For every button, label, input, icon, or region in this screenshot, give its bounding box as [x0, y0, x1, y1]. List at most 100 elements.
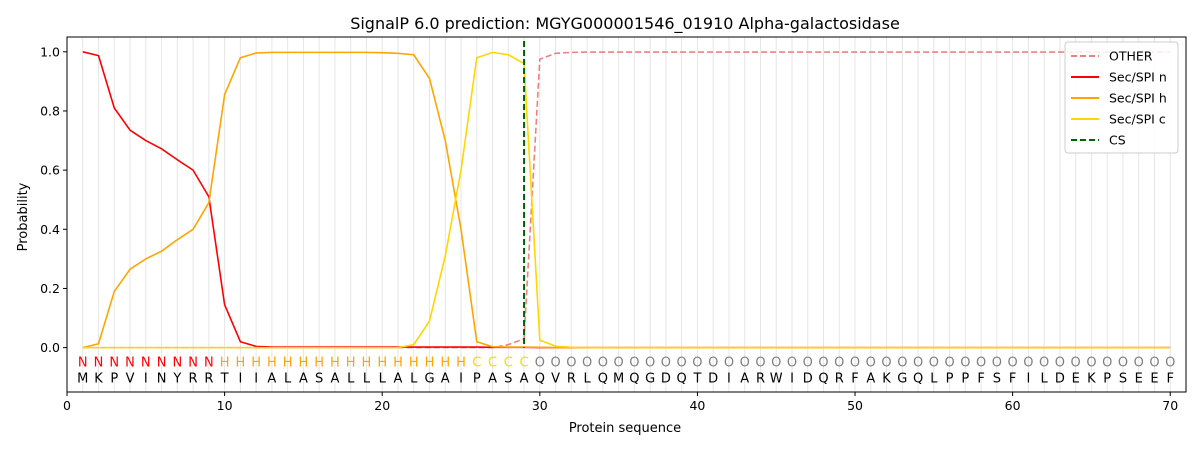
region-label: H [393, 356, 403, 371]
residue-label: Q [677, 372, 687, 387]
region-label: O [897, 356, 907, 371]
region-label: O [1165, 356, 1175, 371]
region-label: O [1055, 356, 1065, 371]
region-label: H [251, 356, 261, 371]
region-label: H [267, 356, 277, 371]
region-label: O [881, 356, 891, 371]
residue-label: A [330, 372, 339, 387]
residue-label: R [567, 372, 576, 387]
residue-label: D [1055, 372, 1065, 387]
region-label: O [724, 356, 734, 371]
residue-label: R [189, 372, 198, 387]
residue-label: I [144, 372, 148, 387]
region-label: O [960, 356, 970, 371]
residue-label: A [740, 372, 749, 387]
region-label: H [299, 356, 309, 371]
region-label: O [708, 356, 718, 371]
region-label: H [283, 356, 293, 371]
residue-label: T [692, 372, 701, 387]
y-tick-label: 1.0 [40, 44, 60, 59]
residue-label: D [803, 372, 813, 387]
residue-label: A [299, 372, 308, 387]
vertical-gridlines [82, 37, 1171, 392]
region-label: H [362, 356, 372, 371]
region-label: H [456, 356, 466, 371]
residue-label: T [220, 372, 229, 387]
region-label: H [314, 356, 324, 371]
region-label: O [913, 356, 923, 371]
residue-label: S [1119, 372, 1127, 387]
region-label: O [566, 356, 576, 371]
residue-label: D [661, 372, 671, 387]
region-label: O [929, 356, 939, 371]
residue-label: A [267, 372, 276, 387]
residue-label: V [551, 372, 560, 387]
region-label: N [78, 356, 88, 371]
region-label: O [976, 356, 986, 371]
residue-label: P [110, 372, 118, 387]
region-label: O [740, 356, 750, 371]
region-label: H [330, 356, 340, 371]
region-label: O [614, 356, 624, 371]
legend-box [1064, 41, 1179, 154]
region-label: O [787, 356, 797, 371]
series-line-sec-spi-c [82, 51, 1171, 349]
residue-label: P [961, 372, 969, 387]
residue-label: Q [535, 372, 545, 387]
region-label: N [157, 356, 167, 371]
residue-label: I [727, 372, 731, 387]
residue-label: I [459, 372, 463, 387]
x-tick-label: 60 [1005, 398, 1021, 413]
residue-label: P [473, 372, 481, 387]
residue-label: W [770, 372, 783, 387]
residue-label: Y [172, 372, 181, 387]
region-label: O [598, 356, 608, 371]
legend-label: CS [1109, 133, 1126, 148]
region-label: O [1008, 356, 1018, 371]
residue-label: Q [818, 372, 828, 387]
region-label: O [866, 356, 876, 371]
region-label: N [109, 356, 119, 371]
residue-label: L [1041, 372, 1049, 387]
legend-label: OTHER [1109, 49, 1153, 64]
region-label: O [771, 356, 781, 371]
legend-label: Sec/SPI c [1109, 112, 1166, 127]
residue-label: A [866, 372, 875, 387]
region-label: O [661, 356, 671, 371]
region-label: O [582, 356, 592, 371]
residue-label: A [441, 372, 450, 387]
residue-label: M [613, 372, 624, 387]
residue-label: P [946, 372, 954, 387]
region-label: O [1071, 356, 1081, 371]
region-label: N [141, 356, 151, 371]
residue-label: K [1087, 372, 1096, 387]
region-label: O [1149, 356, 1159, 371]
residue-label: S [993, 372, 1001, 387]
series-lines [82, 51, 1171, 349]
residue-label: L [347, 372, 355, 387]
residue-label: L [363, 372, 371, 387]
residue-label: I [1026, 372, 1030, 387]
residue-label: E [1135, 372, 1143, 387]
y-tick-label: 0.2 [40, 281, 60, 296]
x-axis-ticks: 0 10 20 30 40 50 60 70 [63, 392, 1178, 413]
y-tick-label: 0.8 [40, 103, 60, 118]
x-tick-label: 0 [63, 398, 71, 413]
residue-label: I [254, 372, 258, 387]
residue-label: E [1072, 372, 1080, 387]
residue-label: K [94, 372, 103, 387]
residue-label: Q [629, 372, 639, 387]
region-label: N [94, 356, 104, 371]
residue-label: L [583, 372, 591, 387]
residue-label: G [424, 372, 434, 387]
residue-label: F [1166, 372, 1173, 387]
residue-label: E [1150, 372, 1158, 387]
residue-label: A [520, 372, 529, 387]
residue-label: N [157, 372, 167, 387]
y-axis-label: Probability [16, 182, 31, 251]
residue-label: Q [598, 372, 608, 387]
legend-label: Sec/SPI h [1109, 91, 1167, 106]
